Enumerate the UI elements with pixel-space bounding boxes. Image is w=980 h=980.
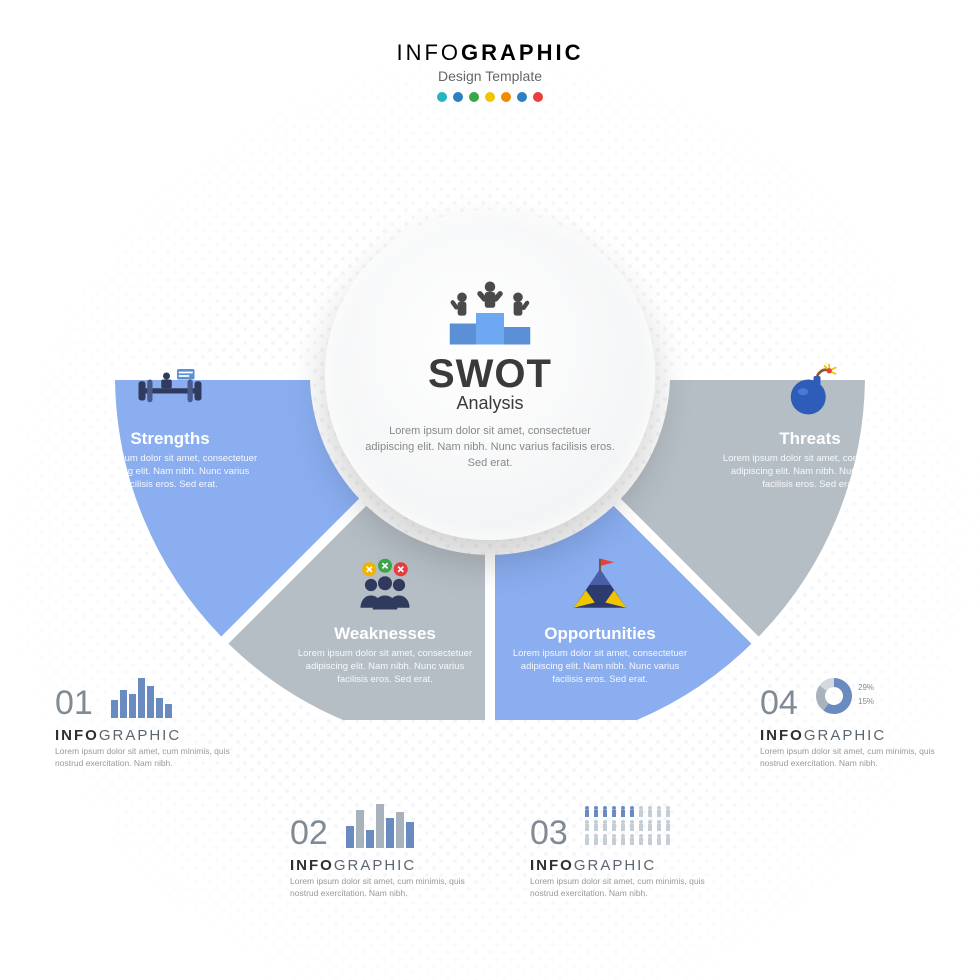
segment-opportunities-text: Lorem ipsum dolor sit amet, consectetuer… [505,648,695,686]
segment-threats-title: Threats [715,429,905,449]
center-title: SWOT [428,352,552,397]
segment-weaknesses-text: Lorem ipsum dolor sit amet, consectetuer… [290,648,480,686]
callout-03-number: 03 [530,814,568,853]
callout-02-number: 02 [290,814,328,853]
callout-03-label: INFOGRAPHIC [530,857,730,874]
mountain-flag-icon [565,555,635,615]
segment-opportunities: Opportunities Lorem ipsum dolor sit amet… [505,555,695,686]
callout-04-text: Lorem ipsum dolor sit amet, cum minimis,… [760,746,960,770]
header-title: INFOGRAPHIC [0,40,980,66]
swot-diagram: SWOT Analysis Lorem ipsum dolor sit amet… [80,160,900,720]
segment-weaknesses-title: Weaknesses [290,624,480,644]
header: INFOGRAPHIC Design Template [0,40,980,102]
header-dot-row [0,92,980,102]
callout-02-label: INFOGRAPHIC [290,857,490,874]
svg-text:29%: 29% [858,683,874,692]
callout-02: 02 INFOGRAPHIC Lorem ipsum dolor sit ame… [290,804,490,900]
segment-strengths: Strengths Lorem ipsum dolor sit amet, co… [75,360,265,491]
center-lorem: Lorem ipsum dolor sit amet, consectetuer… [365,424,615,472]
segment-strengths-title: Strengths [75,429,265,449]
segment-strengths-text: Lorem ipsum dolor sit amet, consectetuer… [75,453,265,491]
team-x-icon [350,555,420,615]
callout-03: 03 INFOGRAPHIC Lorem ipsum dolor sit ame… [530,804,730,900]
segment-threats-text: Lorem ipsum dolor sit amet, consectetuer… [715,453,905,491]
center-circle: SWOT Analysis Lorem ipsum dolor sit amet… [325,210,655,540]
header-subtitle: Design Template [0,68,980,84]
segment-opportunities-title: Opportunities [505,624,695,644]
callout-01-number: 01 [55,684,93,723]
barbell-icon [135,360,205,420]
segment-weaknesses: Weaknesses Lorem ipsum dolor sit amet, c… [290,555,480,686]
callout-01-minichart [107,674,177,723]
svg-text:15%: 15% [858,697,874,706]
callout-01-label: INFOGRAPHIC [55,727,255,744]
callout-01: 01 INFOGRAPHIC Lorem ipsum dolor sit ame… [55,674,255,770]
callout-01-text: Lorem ipsum dolor sit amet, cum minimis,… [55,746,255,770]
bomb-icon [775,360,845,420]
callout-02-minichart [342,804,422,853]
callout-04: 04 29% 15% INFOGRAPHIC Lorem ipsum dolor … [760,674,960,770]
callout-04-label: INFOGRAPHIC [760,727,960,744]
header-title-light: INFO [396,40,461,65]
callout-04-minichart: 29% 15% [812,674,882,723]
podium-icon [435,278,545,348]
callout-03-text: Lorem ipsum dolor sit amet, cum minimis,… [530,876,730,900]
callout-04-number: 04 [760,684,798,723]
callout-03-minichart [582,804,672,853]
header-title-bold: GRAPHIC [461,40,583,65]
center-subtitle: Analysis [456,393,523,414]
callout-02-text: Lorem ipsum dolor sit amet, cum minimis,… [290,876,490,900]
segment-threats: Threats Lorem ipsum dolor sit amet, cons… [715,360,905,491]
